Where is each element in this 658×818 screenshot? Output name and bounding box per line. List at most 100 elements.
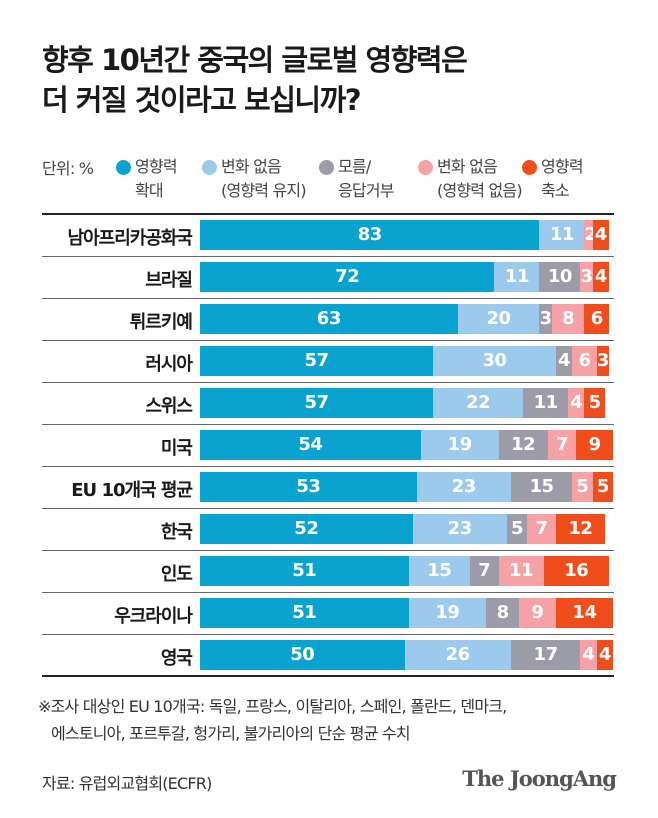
category-label: 우크라이나	[114, 606, 193, 627]
bar-segment: 8	[486, 598, 520, 628]
legend: 단위: % 영향력 확대 변화 없음 (영향력 유지) 모름/ 응답거부 변화 없음 …	[42, 155, 618, 205]
legend-swatch	[418, 160, 433, 175]
row-divider	[42, 256, 614, 257]
bar-segment: 26	[404, 640, 511, 670]
bar-segment: 5	[572, 472, 593, 502]
legend-swatch	[116, 160, 131, 175]
bar-segment: 57	[200, 388, 434, 418]
bar-segment: 83	[200, 220, 540, 250]
bar-segment: 7	[547, 430, 577, 460]
legend-label: 영향력 확대	[135, 157, 178, 200]
category-label: 인도	[160, 564, 193, 585]
category-label: 브라질	[145, 270, 193, 291]
bar-segment: 3	[539, 304, 552, 334]
bar-segment: 30	[433, 346, 556, 376]
bar-segment: 50	[200, 640, 405, 670]
row-divider	[42, 550, 614, 551]
source: 자료: 유럽외교협회(ECFR)	[42, 774, 212, 793]
legend-label: 영향력 축소	[541, 157, 584, 200]
top-rule	[42, 213, 614, 215]
logo: The JoongAng	[462, 766, 617, 791]
footnote-line-1: ※조사 대상인 EU 10개국: 독일, 프랑스, 이탈리아, 스페인, 폴란드…	[38, 697, 507, 716]
bar-segment: 10	[539, 262, 581, 292]
bar-segment: 52	[200, 514, 413, 544]
bar-segment: 19	[420, 430, 499, 460]
bar-segment: 8	[551, 304, 585, 334]
title-line-1: 향후 10년간 중국의 글로벌 영향력은	[42, 43, 468, 77]
bar-segment: 2	[584, 220, 597, 250]
legend-label: 변화 없음 (영향력 유지)	[221, 157, 307, 200]
bar-segment: 12	[498, 430, 548, 460]
row-divider	[42, 340, 614, 341]
row-divider	[42, 634, 614, 635]
bar-segment: 11	[494, 262, 540, 292]
chart-title: 향후 10년간 중국의 글로벌 영향력은 더 커질 것이라고 보십니까?	[42, 40, 468, 120]
bar-segment: 4	[580, 640, 597, 670]
bar-segment: 54	[200, 430, 421, 460]
bar-segment: 6	[572, 346, 597, 376]
bar-segment: 3	[596, 346, 609, 376]
bar-segment: 6	[584, 304, 609, 334]
bar-segment: 5	[592, 472, 614, 502]
legend-label: 변화 없음 (영향력 없음)	[437, 157, 523, 200]
legend-item: 영향력 축소	[522, 155, 584, 203]
legend-item: 모름/ 응답거부	[319, 155, 394, 203]
bar-segment: 4	[592, 220, 609, 250]
bar-segment: 9	[519, 598, 556, 628]
bar-segment: 15	[408, 556, 470, 586]
bar-segment: 11	[539, 220, 585, 250]
bar-segment: 51	[200, 598, 409, 628]
bar-segment: 51	[200, 556, 409, 586]
legend-swatch	[522, 160, 537, 175]
legend-label: 모름/ 응답거부	[338, 157, 394, 200]
category-label: 미국	[160, 438, 193, 459]
legend-item: 영향력 확대	[116, 155, 178, 203]
footnote: ※조사 대상인 EU 10개국: 독일, 프랑스, 이탈리아, 스페인, 폴란드…	[38, 693, 507, 747]
bar-segment: 19	[408, 598, 487, 628]
legend-item: 변화 없음 (영향력 유지)	[202, 155, 307, 203]
bar-segment: 63	[200, 304, 458, 334]
bar-segment: 5	[584, 388, 605, 418]
bar-segment: 7	[469, 556, 499, 586]
footnote-line-2: 에스토니아, 포르투갈, 헝가리, 불가리아의 단순 평균 수치	[51, 724, 411, 743]
legend-swatch	[319, 160, 334, 175]
category-label: 튀르키예	[129, 312, 193, 333]
bar-segment: 5	[506, 514, 528, 544]
row-divider	[42, 466, 614, 467]
bar-segment: 7	[527, 514, 556, 544]
bar-segment: 3	[580, 262, 593, 292]
unit-label: 단위: %	[42, 159, 94, 178]
title-line-2: 더 커질 것이라고 보십니까?	[42, 83, 362, 117]
bar-segment: 22	[433, 388, 524, 418]
legend-item: 변화 없음 (영향력 없음)	[418, 155, 523, 203]
bar-segment: 12	[555, 514, 605, 544]
row-divider	[42, 382, 614, 383]
row-divider	[42, 298, 614, 299]
bar-segment: 53	[200, 472, 417, 502]
bar-segment: 23	[412, 514, 507, 544]
category-label: EU 10개국 평균	[71, 480, 193, 501]
category-label: 한국	[160, 522, 193, 543]
row-divider	[42, 424, 614, 425]
bar-segment: 14	[555, 598, 614, 628]
bar-segment: 4	[596, 640, 614, 670]
bar-segment: 9	[576, 430, 614, 460]
bar-segment: 4	[568, 388, 585, 418]
row-divider	[42, 508, 614, 509]
bar-segment: 15	[510, 472, 573, 502]
bar-segment: 17	[510, 640, 581, 670]
bar-segment: 16	[543, 556, 609, 586]
bar-segment: 20	[457, 304, 540, 334]
category-label: 남아프리카공화국	[67, 228, 193, 249]
bar-segment: 4	[592, 262, 609, 292]
bar-segment: 11	[498, 556, 544, 586]
bar-segment: 23	[416, 472, 511, 502]
bar-segment: 4	[555, 346, 573, 376]
bar-segment: 57	[200, 346, 434, 376]
legend-swatch	[202, 160, 217, 175]
row-divider	[42, 592, 614, 593]
bar-segment: 72	[200, 262, 495, 292]
bar-segment: 11	[523, 388, 569, 418]
category-label: 러시아	[145, 354, 193, 375]
category-label: 스위스	[145, 396, 193, 417]
